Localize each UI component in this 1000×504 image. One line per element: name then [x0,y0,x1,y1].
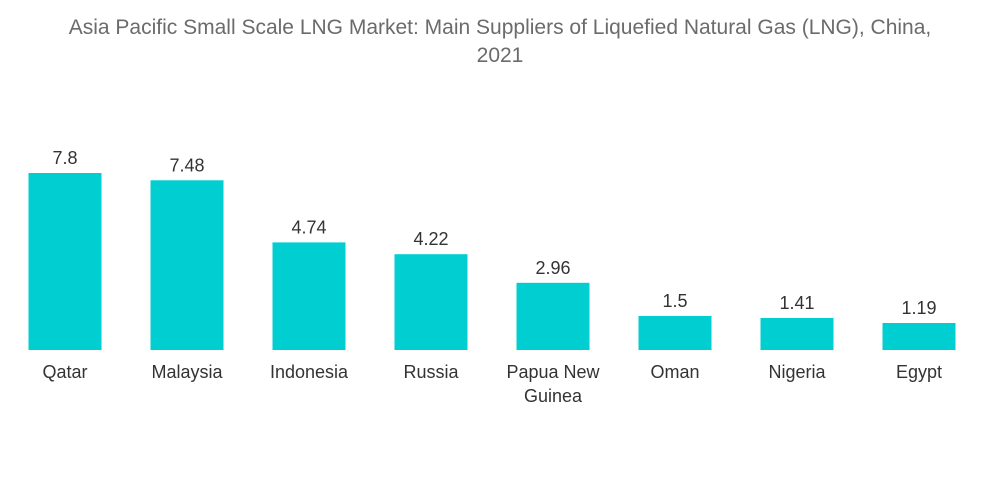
category-label: Malaysia [151,362,223,382]
category-label: Egypt [896,362,942,382]
category-label: Nigeria [768,362,826,382]
category-label: Qatar [42,362,87,382]
value-label: 7.48 [169,155,204,175]
bar-papua-new-guinea [516,282,590,350]
category-label: Oman [650,362,699,382]
bar-qatar [28,173,102,350]
value-label: 1.19 [901,298,936,318]
category-label-line: Nigeria [768,362,826,382]
bar-russia [394,254,468,350]
value-label: 1.41 [779,293,814,313]
category-label: Indonesia [270,362,349,382]
chart-title: Asia Pacific Small Scale LNG Market: Mai… [0,14,1000,70]
value-label: 7.8 [52,148,77,168]
category-label: Papua New Guinea [506,362,600,406]
category-label-line: Qatar [42,362,87,382]
value-label: 4.22 [413,229,448,249]
bar-egypt [882,323,956,350]
chart-title-line1: Asia Pacific Small Scale LNG Market: Mai… [68,16,932,39]
category-label-line: Egypt [896,362,942,382]
category-label-line: Indonesia [270,362,349,382]
category-label: Russia [403,362,459,382]
bar-indonesia [272,242,346,350]
category-label-line: Oman [650,362,699,382]
category-label-line: Papua New [506,362,600,382]
chart-title-line2: 2021 [476,44,524,67]
category-label-line: Malaysia [151,362,223,382]
value-label: 4.74 [291,217,326,237]
bar-nigeria [760,318,834,350]
value-label: 2.96 [535,258,570,278]
category-label-line: Guinea [524,386,583,406]
value-label: 1.5 [662,291,687,311]
bar-malaysia [150,180,224,350]
bar-oman [638,316,712,350]
category-label-line: Russia [403,362,459,382]
